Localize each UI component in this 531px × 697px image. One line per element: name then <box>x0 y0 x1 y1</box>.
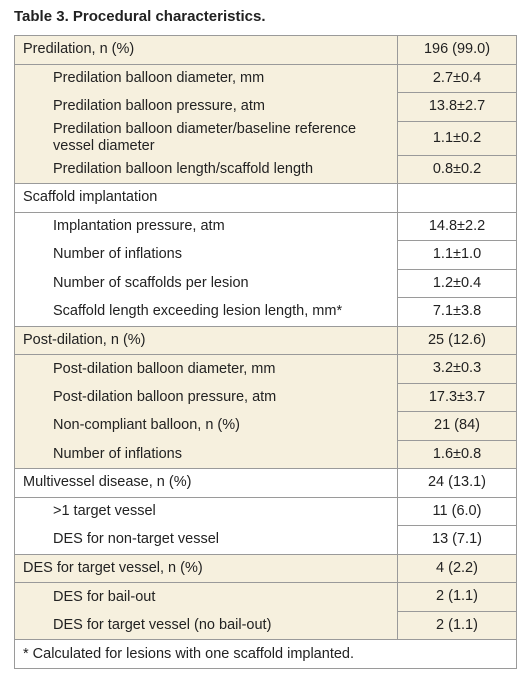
row-label: Post-dilation, n (%) <box>14 325 398 355</box>
row-label: Scaffold length exceeding lesion length,… <box>14 297 398 327</box>
row-value: 7.1±3.8 <box>397 297 517 327</box>
row-label: Predilation, n (%) <box>14 35 398 65</box>
row-value: 25 (12.6) <box>397 325 517 355</box>
group-row: Predilation, n (%) 196 (99.0) <box>14 35 517 65</box>
row-value: 4 (2.2) <box>397 553 517 583</box>
row-value: 1.2±0.4 <box>397 268 517 298</box>
sub-row: DES for target vessel (no bail-out) 2 (1.… <box>14 610 517 640</box>
sub-row: DES for bail-out 2 (1.1) <box>14 582 517 612</box>
row-value: 2 (1.1) <box>397 610 517 640</box>
sub-row: Number of scaffolds per lesion 1.2±0.4 <box>14 268 517 298</box>
row-label: Predilation balloon diameter, mm <box>14 64 398 93</box>
row-label: Post-dilation balloon pressure, atm <box>14 383 398 412</box>
row-value: 21 (84) <box>397 411 517 441</box>
row-value: 11 (6.0) <box>397 496 517 526</box>
row-label: >1 target vessel <box>14 497 398 526</box>
row-value: 13 (7.1) <box>397 525 517 555</box>
row-value: 17.3±3.7 <box>397 382 517 412</box>
row-label: Predilation balloon pressure, atm <box>14 92 398 121</box>
row-value: 13.8±2.7 <box>397 92 517 122</box>
sub-row: Predilation balloon diameter, mm 2.7±0.4 <box>14 63 517 93</box>
group-row: Post-dilation, n (%) 25 (12.6) <box>14 325 517 355</box>
row-label: Number of inflations <box>14 440 398 469</box>
table: Predilation, n (%) 196 (99.0) Predilation … <box>14 35 517 669</box>
row-value: 2 (1.1) <box>397 582 517 612</box>
row-value: 1.1±0.2 <box>397 120 517 156</box>
sub-row: >1 target vessel 11 (6.0) <box>14 496 517 526</box>
row-value: 1.1±1.0 <box>397 240 517 270</box>
row-value: 3.2±0.3 <box>397 354 517 384</box>
sub-row: DES for non-target vessel 13 (7.1) <box>14 525 517 555</box>
sub-row: Predilation balloon diameter/baseline re… <box>14 120 517 156</box>
row-label: Predilation balloon diameter/baseline re… <box>14 121 398 155</box>
sub-row: Scaffold length exceeding lesion length,… <box>14 297 517 327</box>
row-label: Implantation pressure, atm <box>14 212 398 241</box>
row-label: DES for target vessel, n (%) <box>14 553 398 583</box>
row-label: Scaffold implantation <box>14 183 398 213</box>
sub-row: Predilation balloon length/scaffold leng… <box>14 154 517 184</box>
row-label: Number of inflations <box>14 240 398 269</box>
row-label: Multivessel disease, n (%) <box>14 468 398 498</box>
row-label: DES for bail-out <box>14 582 398 611</box>
sub-row: Predilation balloon pressure, atm 13.8±2.… <box>14 92 517 122</box>
group-row: Scaffold implantation <box>14 183 517 213</box>
group-row: Multivessel disease, n (%) 24 (13.1) <box>14 468 517 498</box>
row-label: Predilation balloon length/scaffold leng… <box>14 155 398 184</box>
group-row: DES for target vessel, n (%) 4 (2.2) <box>14 553 517 583</box>
sub-row: Number of inflations 1.1±1.0 <box>14 240 517 270</box>
footnote-row: * Calculated for lesions with one scaffo… <box>14 639 517 669</box>
sub-row: Post-dilation balloon pressure, atm 17.3±… <box>14 382 517 412</box>
sub-row: Number of inflations 1.6±0.8 <box>14 439 517 469</box>
sub-row: Post-dilation balloon diameter, mm 3.2±0.… <box>14 354 517 384</box>
table-title: Table 3. Procedural characteristics. <box>14 8 266 25</box>
row-value: 196 (99.0) <box>397 35 517 65</box>
row-label: DES for non-target vessel <box>14 525 398 555</box>
row-value: 0.8±0.2 <box>397 154 517 184</box>
row-value: 1.6±0.8 <box>397 439 517 469</box>
row-value: 2.7±0.4 <box>397 63 517 93</box>
row-value: 24 (13.1) <box>397 468 517 498</box>
row-label: DES for target vessel (no bail-out) <box>14 611 398 640</box>
row-label: Post-dilation balloon diameter, mm <box>14 354 398 383</box>
sub-row: Implantation pressure, atm 14.8±2.2 <box>14 211 517 241</box>
row-value <box>397 183 517 213</box>
row-label: Non-compliant balloon, n (%) <box>14 411 398 440</box>
row-label: Number of scaffolds per lesion <box>14 269 398 298</box>
row-value: 14.8±2.2 <box>397 211 517 241</box>
footnote: * Calculated for lesions with one scaffo… <box>14 639 517 669</box>
sub-row: Non-compliant balloon, n (%) 21 (84) <box>14 411 517 441</box>
